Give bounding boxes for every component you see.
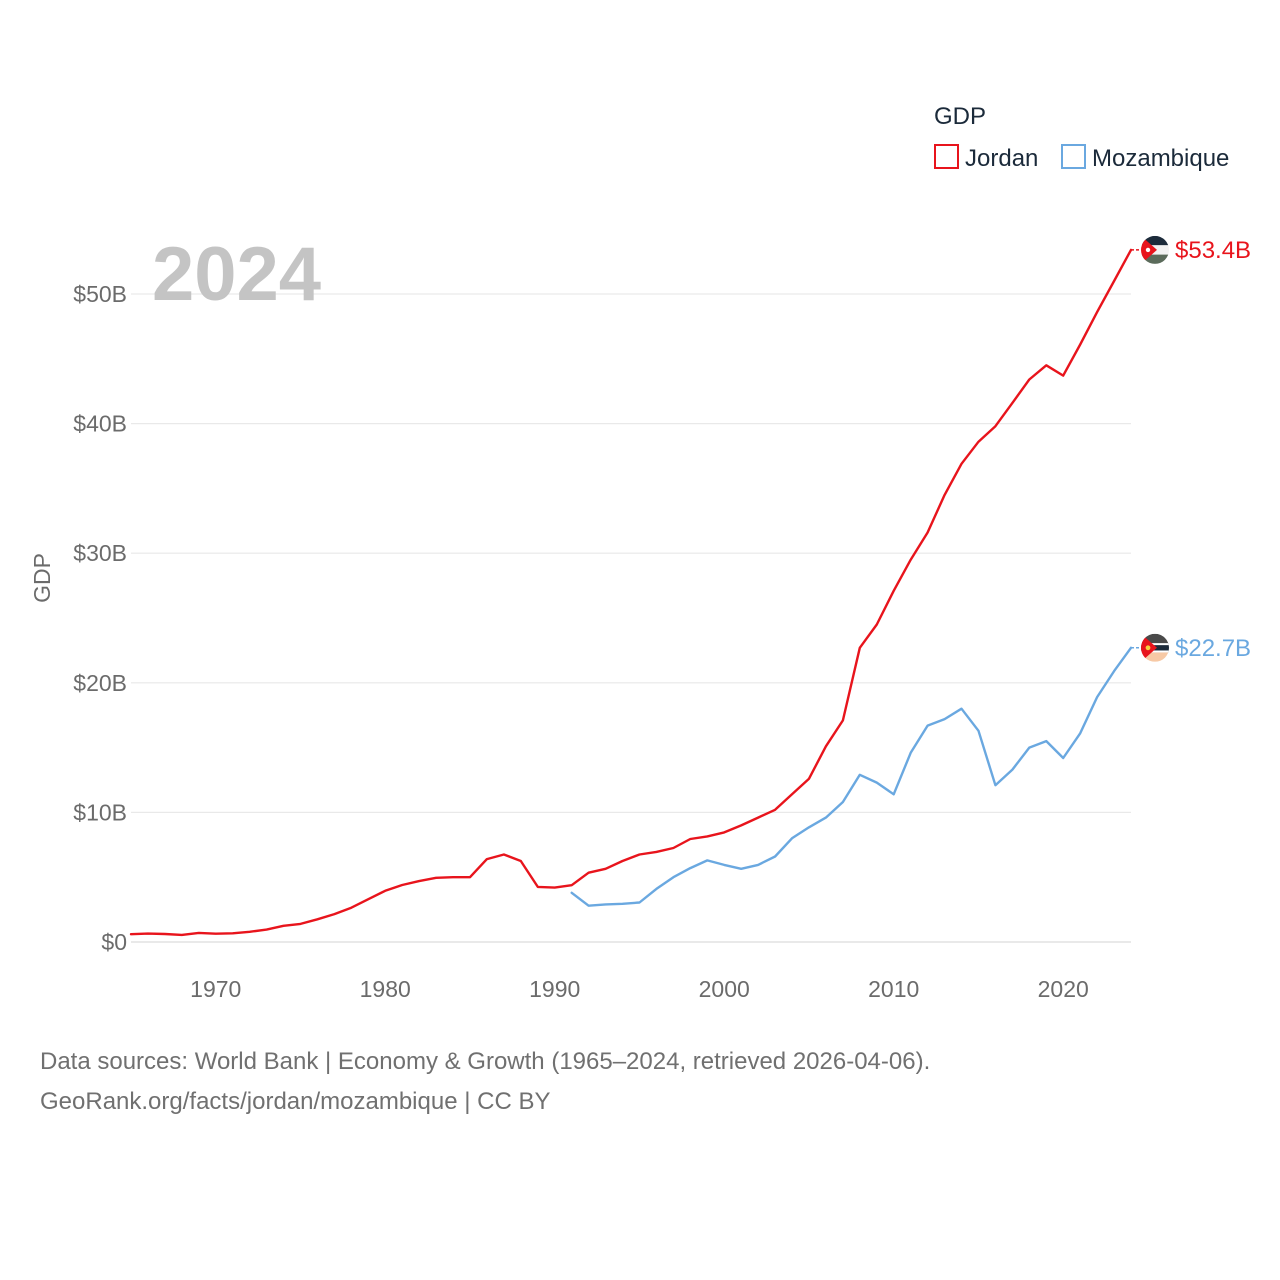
- legend-item-jordan[interactable]: Jordan: [934, 144, 1038, 172]
- end-markers: $53.4B $22.7B: [1131, 235, 1251, 662]
- y-tick-label: $30B: [73, 540, 127, 566]
- year-label: 2024: [152, 232, 321, 317]
- y-tick-label: $20B: [73, 670, 127, 696]
- mozambique-flag-icon: [1141, 633, 1169, 662]
- series-lines: [129, 248, 1133, 937]
- legend-label: Jordan: [965, 145, 1038, 172]
- line-chart: $0 $10B $20B $30B $40B $50B 1970 1980 1990 2000 2…: [29, 103, 1251, 1002]
- legend: GDP Jordan Mozambique: [934, 103, 1229, 172]
- x-tick-label: 2020: [1038, 976, 1089, 1002]
- jordan-flag-icon: [1141, 235, 1169, 264]
- source-line-2: GeoRank.org/facts/jordan/mozambique | CC…: [40, 1088, 551, 1115]
- y-tick-label: $0: [101, 929, 127, 955]
- legend-swatch: [1061, 144, 1086, 169]
- y-axis-ticks: $0 $10B $20B $30B $40B $50B: [73, 281, 127, 955]
- x-tick-label: 1980: [360, 976, 411, 1002]
- gridlines: [131, 293, 1131, 943]
- legend-swatch: [934, 144, 959, 169]
- source-line-1: Data sources: World Bank | Economy & Gro…: [40, 1048, 931, 1075]
- end-value-label: $53.4B: [1175, 237, 1251, 264]
- y-tick-label: $50B: [73, 281, 127, 307]
- x-axis-ticks: 1970 1980 1990 2000 2010 2020: [190, 976, 1089, 1002]
- legend-title: GDP: [934, 103, 986, 130]
- x-tick-label: 1990: [529, 976, 580, 1002]
- x-tick-label: 2010: [868, 976, 919, 1002]
- x-tick-label: 1970: [190, 976, 241, 1002]
- y-tick-label: $40B: [73, 411, 127, 437]
- y-axis-title: GDP: [29, 553, 55, 603]
- legend-label: Mozambique: [1092, 145, 1229, 172]
- x-tick-label: 2000: [699, 976, 750, 1002]
- source-note: Data sources: World Bank | Economy & Gro…: [40, 1042, 930, 1122]
- series-line-jordan: [129, 248, 1133, 937]
- series-line-mozambique: [570, 646, 1133, 907]
- legend-item-mozambique[interactable]: Mozambique: [1061, 144, 1229, 172]
- end-value-label: $22.7B: [1175, 635, 1251, 662]
- y-tick-label: $10B: [73, 799, 127, 825]
